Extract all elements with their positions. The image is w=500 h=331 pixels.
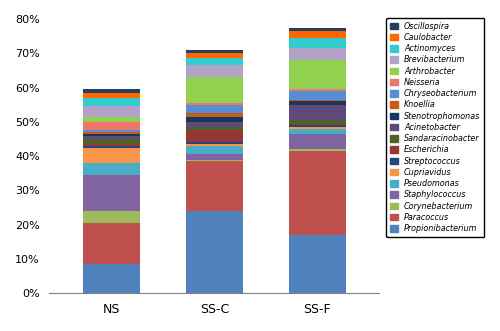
- Bar: [83, 89, 140, 93]
- Bar: [289, 235, 346, 293]
- Bar: [186, 155, 242, 160]
- Bar: [186, 117, 242, 122]
- Bar: [186, 59, 242, 65]
- Bar: [83, 163, 140, 175]
- Bar: [289, 31, 346, 38]
- Bar: [289, 27, 346, 31]
- Bar: [186, 127, 242, 130]
- Bar: [83, 264, 140, 293]
- Bar: [83, 211, 140, 223]
- Bar: [186, 103, 242, 105]
- Bar: [186, 113, 242, 117]
- Bar: [186, 161, 242, 211]
- Bar: [83, 122, 140, 130]
- Bar: [83, 136, 140, 139]
- Bar: [186, 53, 242, 59]
- Bar: [83, 134, 140, 136]
- Bar: [186, 105, 242, 113]
- Bar: [186, 146, 242, 155]
- Bar: [186, 211, 242, 293]
- Bar: [83, 93, 140, 98]
- Bar: [289, 91, 346, 100]
- Bar: [83, 223, 140, 264]
- Bar: [186, 144, 242, 146]
- Bar: [289, 100, 346, 101]
- Bar: [186, 65, 242, 77]
- Legend: Oscillospira, Caulobacter, Actinomyces, Brevibacterium, Arthrobacter, Neisseria,: Oscillospira, Caulobacter, Actinomyces, …: [386, 18, 484, 237]
- Bar: [289, 125, 346, 127]
- Bar: [289, 129, 346, 134]
- Bar: [83, 132, 140, 134]
- Bar: [289, 105, 346, 120]
- Bar: [289, 60, 346, 89]
- Bar: [83, 144, 140, 146]
- Bar: [289, 120, 346, 123]
- Bar: [186, 50, 242, 53]
- Bar: [186, 122, 242, 127]
- Bar: [83, 148, 140, 163]
- Bar: [83, 130, 140, 132]
- Bar: [83, 139, 140, 144]
- Bar: [186, 130, 242, 142]
- Bar: [289, 151, 346, 235]
- Bar: [289, 38, 346, 48]
- Bar: [289, 149, 346, 151]
- Bar: [83, 175, 140, 211]
- Bar: [83, 98, 140, 107]
- Bar: [186, 77, 242, 103]
- Bar: [186, 142, 242, 144]
- Bar: [289, 89, 346, 91]
- Bar: [83, 146, 140, 148]
- Bar: [83, 107, 140, 117]
- Bar: [289, 101, 346, 105]
- Bar: [289, 134, 346, 149]
- Bar: [289, 123, 346, 125]
- Bar: [83, 117, 140, 122]
- Bar: [289, 48, 346, 60]
- Bar: [289, 127, 346, 129]
- Bar: [186, 160, 242, 161]
